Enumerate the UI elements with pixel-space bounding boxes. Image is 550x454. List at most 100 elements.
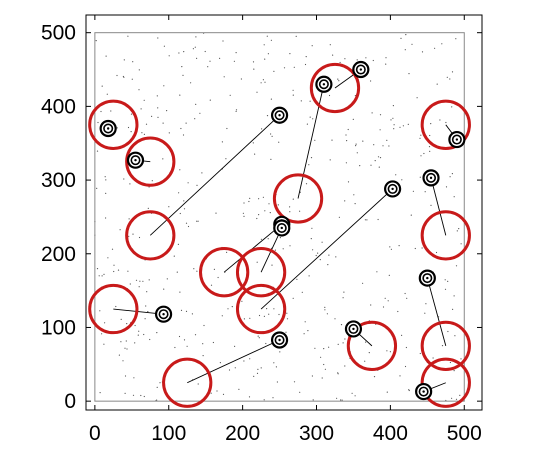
background-dot bbox=[445, 121, 447, 124]
agent-center bbox=[352, 327, 355, 331]
y-tick-label: 200 bbox=[41, 243, 76, 266]
background-dot bbox=[420, 134, 422, 136]
y-tick-labels: 0 100 200 300 400 500 bbox=[41, 22, 76, 413]
background-dot bbox=[143, 99, 145, 101]
background-dot bbox=[117, 269, 120, 271]
background-dot bbox=[138, 330, 140, 332]
background-dot bbox=[305, 56, 307, 58]
background-dot bbox=[304, 321, 306, 323]
path-line bbox=[149, 114, 280, 236]
background-dot bbox=[337, 343, 339, 345]
background-dot bbox=[203, 324, 205, 327]
background-dot bbox=[122, 75, 124, 78]
background-dot bbox=[113, 270, 115, 273]
background-dot bbox=[265, 342, 267, 345]
background-dot bbox=[105, 179, 107, 181]
background-dot bbox=[159, 382, 161, 384]
background-dot bbox=[338, 216, 340, 218]
background-dot bbox=[312, 249, 314, 251]
background-dot bbox=[107, 257, 109, 259]
background-dot bbox=[321, 377, 323, 379]
background-dot bbox=[105, 217, 107, 219]
background-dot bbox=[115, 305, 117, 308]
background-dot bbox=[406, 297, 408, 299]
agent-marker bbox=[448, 130, 466, 149]
background-dot bbox=[262, 79, 264, 81]
background-dot bbox=[207, 66, 209, 68]
background-dot bbox=[460, 243, 462, 245]
background-dot bbox=[400, 37, 402, 40]
agent-center bbox=[162, 312, 165, 316]
background-dot bbox=[125, 340, 127, 342]
x-tick-label: 500 bbox=[447, 422, 482, 445]
background-dot bbox=[134, 324, 136, 327]
background-dot bbox=[193, 268, 195, 270]
background-dot bbox=[99, 310, 101, 312]
background-dot bbox=[180, 309, 183, 311]
background-dot bbox=[182, 134, 185, 136]
background-dot bbox=[103, 273, 105, 275]
background-dot bbox=[295, 35, 297, 38]
background-dot bbox=[432, 357, 434, 359]
background-dot bbox=[122, 360, 124, 362]
background-dot bbox=[315, 254, 317, 257]
background-dot bbox=[219, 57, 221, 60]
target-circle bbox=[420, 357, 471, 408]
background-dot bbox=[342, 297, 344, 299]
background-dot bbox=[359, 165, 361, 167]
background-dot bbox=[412, 190, 414, 192]
background-dot bbox=[162, 158, 164, 160]
background-dot bbox=[111, 248, 114, 250]
background-dot bbox=[253, 375, 255, 377]
background-dot bbox=[266, 115, 269, 117]
background-dot bbox=[273, 308, 275, 310]
background-dot bbox=[365, 341, 367, 343]
background-dot bbox=[129, 283, 131, 285]
background-dot bbox=[104, 322, 106, 324]
background-dot bbox=[336, 397, 338, 399]
background-dot bbox=[404, 292, 406, 295]
background-dot bbox=[429, 150, 431, 152]
background-dot bbox=[144, 318, 146, 320]
background-dot bbox=[118, 354, 120, 356]
background-dot bbox=[183, 200, 185, 202]
background-dot bbox=[227, 308, 229, 310]
background-dot bbox=[145, 305, 147, 307]
background-dot bbox=[176, 271, 178, 273]
background-dot bbox=[460, 358, 462, 360]
background-dot bbox=[96, 187, 98, 189]
background-dot bbox=[234, 367, 236, 369]
background-dot bbox=[414, 247, 416, 250]
background-dot bbox=[356, 59, 358, 61]
background-dot bbox=[320, 356, 322, 358]
background-dot bbox=[132, 233, 134, 235]
background-dot bbox=[339, 61, 341, 64]
background-dot bbox=[453, 196, 455, 198]
background-dot bbox=[133, 377, 135, 379]
background-dot bbox=[178, 192, 180, 194]
background-dot bbox=[424, 312, 426, 314]
background-dot bbox=[338, 80, 340, 82]
background-dot bbox=[222, 40, 224, 42]
background-dot bbox=[166, 278, 168, 280]
background-dot bbox=[132, 61, 134, 63]
background-dot bbox=[228, 369, 231, 371]
background-dot bbox=[386, 391, 388, 393]
background-dot bbox=[257, 368, 259, 370]
background-dot bbox=[105, 55, 107, 57]
background-dot bbox=[292, 297, 294, 299]
background-dot bbox=[233, 60, 235, 62]
agent-markers bbox=[99, 60, 466, 401]
background-dot bbox=[304, 63, 307, 66]
background-dot bbox=[354, 203, 356, 205]
background-dot bbox=[331, 139, 333, 141]
background-dot bbox=[235, 110, 237, 112]
background-dot bbox=[101, 275, 103, 277]
background-dot bbox=[256, 91, 258, 93]
agent-ring-inner bbox=[387, 183, 398, 194]
background-dot bbox=[210, 392, 212, 394]
background-dot bbox=[268, 313, 270, 315]
background-dot bbox=[271, 135, 273, 137]
background-dot bbox=[301, 291, 303, 293]
background-dot bbox=[243, 318, 245, 320]
